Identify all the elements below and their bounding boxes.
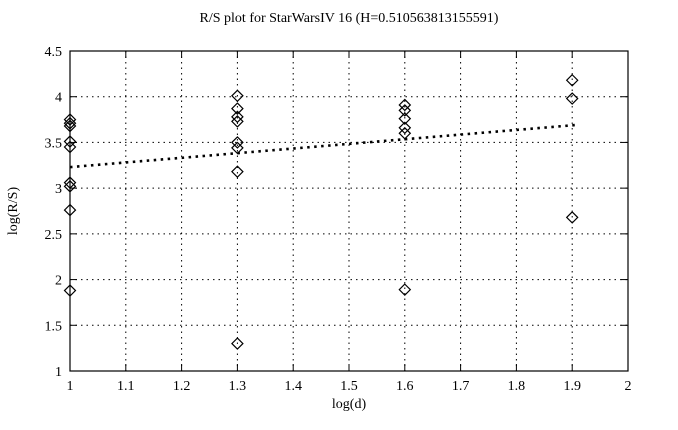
data-point-diamond: [398, 126, 412, 140]
data-point-diamond: [231, 141, 244, 155]
y-tick-label: 3: [55, 182, 62, 197]
y-tick-label: 4: [55, 91, 62, 106]
x-tick-label: 1.7: [452, 379, 470, 394]
data-point-diamond: [63, 113, 77, 126]
data-point-diamond: [63, 176, 77, 190]
data-point-diamond: [63, 135, 77, 148]
data-point-diamond: [398, 104, 412, 117]
data-point-diamond: [63, 140, 77, 154]
y-axis-label: log(R/S): [6, 186, 21, 236]
x-tick-label: 1.4: [284, 379, 302, 394]
data-point-diamond: [398, 98, 412, 112]
data-point-diamond: [231, 110, 244, 124]
data-point-diamond: [231, 102, 244, 115]
data-point-diamond: [231, 165, 244, 179]
x-tick-label: 1.6: [396, 379, 414, 394]
data-point-diamond: [398, 283, 412, 296]
x-tick-label: 1.2: [173, 379, 191, 394]
data-point-diamond: [565, 92, 579, 105]
y-tick-label: 2: [55, 274, 62, 289]
x-tick-label: 1.5: [340, 379, 358, 394]
y-tick-label: 3.5: [45, 136, 63, 151]
y-tick-label: 4.5: [45, 45, 63, 60]
x-tick-label: 1.3: [229, 379, 247, 394]
data-point-diamond: [231, 136, 244, 149]
fit-line: [69, 123, 576, 169]
x-tick-label: 1.1: [117, 379, 135, 394]
y-tick-label: 2.5: [45, 228, 63, 243]
chart-title: R/S plot for StarWarsIV 16 (H=0.51056381…: [199, 11, 499, 26]
x-tick-label: 2: [625, 379, 632, 394]
data-point-diamond: [565, 211, 579, 224]
data-point-diamond: [63, 203, 77, 217]
data-point-diamond: [63, 179, 77, 193]
x-tick-label: 1.8: [508, 379, 526, 394]
x-tick-label: 1.9: [563, 379, 581, 394]
data-point-diamond: [63, 116, 77, 130]
y-tick-label: 1.5: [45, 319, 63, 334]
plot-border: [69, 50, 629, 372]
x-axis-label: log(d): [331, 397, 367, 412]
data-point-diamond: [231, 89, 244, 103]
data-point-diamond: [231, 115, 244, 128]
data-point-diamond: [63, 119, 77, 133]
data-point-diamond: [63, 284, 77, 297]
y-tick-label: 1: [55, 365, 62, 380]
data-point-diamond: [398, 121, 412, 135]
data-point-diamond: [231, 337, 244, 350]
data-point-diamond: [398, 112, 412, 126]
data-point-diamond: [565, 73, 579, 87]
x-tick-label: 1: [67, 379, 74, 394]
